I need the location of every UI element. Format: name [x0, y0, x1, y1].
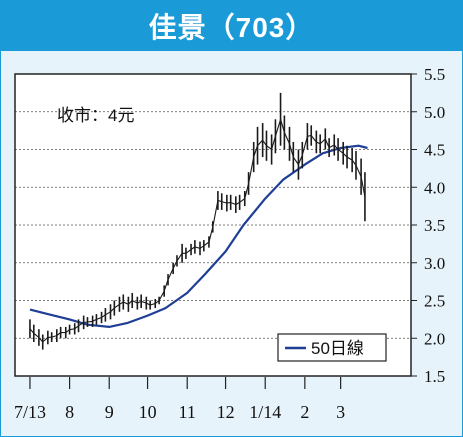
- y-tick-label: 5.0: [424, 103, 445, 122]
- close-price-annotation: 收市：4元: [57, 106, 134, 125]
- y-tick-label: 4.0: [424, 178, 445, 197]
- chart-title: 佳景（703）: [1, 1, 462, 51]
- y-tick-label: 3.5: [424, 216, 445, 235]
- grid: [15, 111, 411, 339]
- legend-label: 50日線: [311, 339, 364, 358]
- x-tick-label: 2: [300, 402, 309, 422]
- x-tick-label: 3: [336, 402, 345, 422]
- x-tick-label: 12: [217, 402, 235, 422]
- x-tick-label: 1/14: [249, 402, 281, 422]
- y-tick-label: 5.5: [424, 65, 445, 84]
- axis-ticks: 1.5 2.0 2.5 3.0 3.5 4.0 4.5 5.0 5.5 7/13 8 9 10 11 12 1…: [14, 65, 445, 422]
- y-tick-label: 2.0: [424, 329, 445, 348]
- y-tick-label: 4.5: [424, 141, 445, 160]
- chart-panel: 1.5 2.0 2.5 3.0 3.5 4.0 4.5 5.0 5.5 7/13 8 9 10 11 12 1…: [1, 51, 462, 436]
- price-line: [29, 117, 366, 343]
- y-tick-label: 3.0: [424, 254, 445, 273]
- x-tick-label: 10: [139, 402, 157, 422]
- y-tick-label: 2.5: [424, 292, 445, 311]
- x-tick-label: 8: [65, 402, 74, 422]
- x-tick-label: 11: [179, 402, 196, 422]
- legend: 50日線: [277, 333, 387, 362]
- y-tick-label: 1.5: [424, 367, 445, 386]
- x-tick-label: 9: [105, 402, 114, 422]
- stock-chart: 1.5 2.0 2.5 3.0 3.5 4.0 4.5 5.0 5.5 7/13 8 9 10 11 12 1…: [14, 65, 445, 422]
- x-tick-label: 7/13: [14, 402, 46, 422]
- price-series: [29, 92, 366, 350]
